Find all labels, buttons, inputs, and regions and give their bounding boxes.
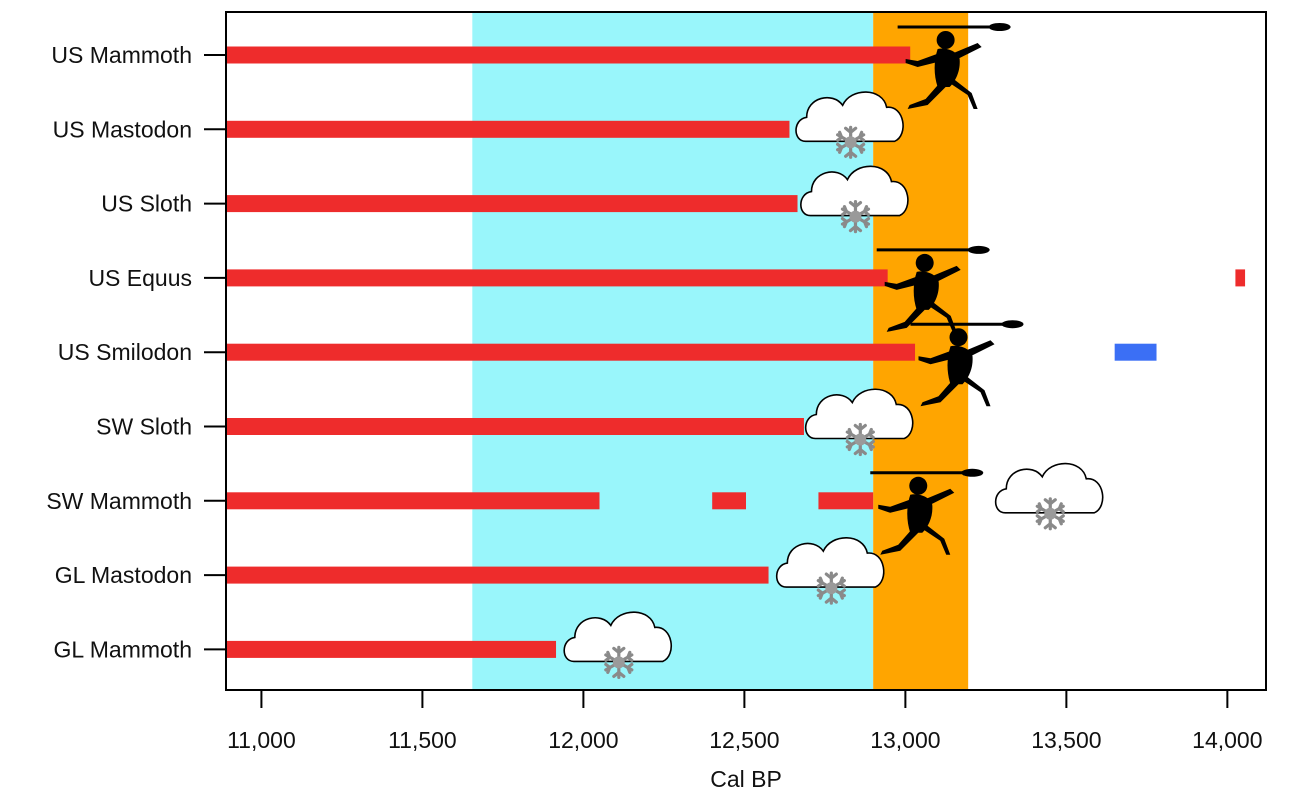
- y-tick-label: US Equus: [88, 265, 192, 291]
- bar-us-sloth-0: [226, 195, 798, 213]
- x-tick-label: 11,000: [227, 727, 296, 753]
- bar-us-equus-0: [226, 269, 888, 287]
- x-tick-label: 13,500: [1031, 727, 1101, 753]
- x-tick-label: 12,000: [548, 727, 618, 753]
- range-bars: [226, 46, 1246, 658]
- y-tick-label: US Mastodon: [53, 116, 192, 142]
- x-tick-label: 13,000: [870, 727, 940, 753]
- bar-us-equus-1: [1235, 269, 1246, 287]
- bar-us-mammoth-0: [226, 46, 911, 64]
- x-axis-title: Cal BP: [710, 766, 782, 792]
- y-axis: US Mammoth US Mastodon US Sloth US Equus US …: [46, 42, 226, 662]
- y-tick-label: GL Mastodon: [55, 562, 192, 588]
- bar-gl-mammoth-0: [226, 640, 557, 658]
- cold-cloud-icon: [994, 461, 1105, 531]
- y-tick-label: SW Mammoth: [46, 488, 192, 514]
- bar-us-smilodon-0: [226, 343, 916, 361]
- bar-us-smilodon-1: [1114, 343, 1157, 361]
- bar-sw-mammoth-0: [226, 492, 600, 510]
- x-tick-label: 11,500: [388, 727, 457, 753]
- y-tick-label: GL Mammoth: [54, 636, 192, 662]
- y-tick-label: US Mammoth: [51, 42, 192, 68]
- y-tick-label: US Smilodon: [58, 339, 192, 365]
- plot-frame: [225, 11, 1267, 691]
- x-tick-label: 12,500: [709, 727, 779, 753]
- y-tick-label: SW Sloth: [96, 414, 192, 440]
- x-axis: 11,000 11,500 12,000 12,500 13,000 13,500 14,0…: [227, 690, 1263, 753]
- bar-sw-sloth-0: [226, 418, 804, 435]
- x-tick-label: 14,000: [1192, 727, 1262, 753]
- bar-us-mastodon-0: [226, 120, 790, 138]
- y-tick-label: US Sloth: [101, 191, 192, 217]
- bar-sw-mammoth-2: [818, 492, 874, 510]
- bar-gl-mastodon-0: [226, 566, 769, 584]
- bar-sw-mammoth-1: [712, 492, 746, 510]
